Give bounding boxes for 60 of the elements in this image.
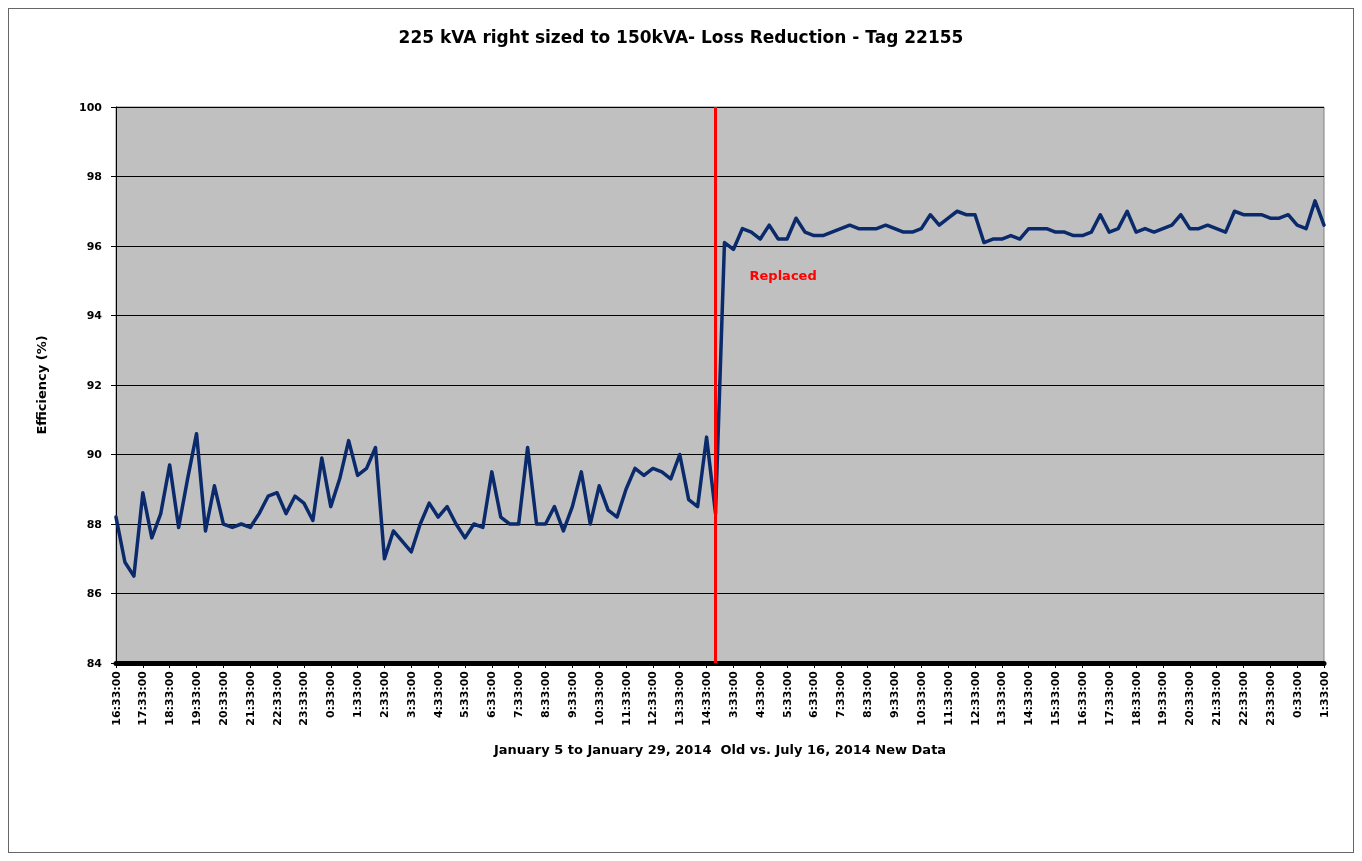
x-tick-label: 23:33:00 — [297, 670, 311, 726]
x-tick-label: 18:33:00 — [1129, 670, 1143, 726]
y-tick-label: 100 — [79, 100, 103, 114]
x-tick-label: 8:33:00 — [539, 670, 553, 719]
x-tick-label: 7:33:00 — [834, 670, 848, 719]
x-tick-label: 12:33:00 — [646, 670, 660, 726]
x-tick-label: 11:33:00 — [619, 670, 633, 726]
x-tick-label: 21:33:00 — [1210, 670, 1224, 726]
line-series — [114, 199, 1326, 578]
x-tick-label: 15:33:00 — [1049, 670, 1063, 726]
x-tick-label: 1:33:00 — [1317, 670, 1331, 719]
x-tick-label: 12:33:00 — [968, 670, 982, 726]
annotation: Replaced — [749, 268, 817, 283]
x-tick-label: 23:33:00 — [1263, 670, 1277, 726]
x-tick-label: 2:33:00 — [377, 670, 391, 719]
x-tick-label: 14:33:00 — [1022, 670, 1036, 726]
x-tick-label: 20:33:00 — [1183, 670, 1197, 726]
x-tick-label: 10:33:00 — [592, 670, 606, 726]
x-tick-label: 11:33:00 — [941, 670, 955, 726]
x-tick-label: 14:33:00 — [700, 670, 714, 726]
x-tick-label: 16:33:00 — [109, 670, 123, 726]
x-tick-label: 9:33:00 — [565, 670, 579, 719]
x-tick-label: 3:33:00 — [404, 670, 418, 719]
x-tick-label: 5:33:00 — [458, 670, 472, 719]
x-tick-label: 0:33:00 — [1290, 670, 1304, 719]
chart-title: 225 kVA right sized to 150kVA- Loss Reduction - Tag 22155 — [398, 26, 964, 47]
x-tick-label: 10:33:00 — [914, 670, 928, 726]
y-tick-label: 88 — [86, 517, 102, 531]
y-tick-label: 84 — [86, 656, 103, 670]
y-tick-label: 94 — [86, 309, 103, 322]
x-tick-label: 3:33:00 — [726, 670, 740, 719]
x-tick-label: 5:33:00 — [780, 670, 794, 719]
x-tick-label: 21:33:00 — [243, 670, 257, 726]
x-tick-label: 1:33:00 — [351, 670, 365, 719]
x-tick-label: 19:33:00 — [1156, 670, 1170, 726]
x-tick-label: 18:33:00 — [163, 670, 177, 726]
x-tick-label: 9:33:00 — [887, 670, 901, 719]
x-axis-title: January 5 to January 29, 2014 Old vs. July 16, 2014 New Data — [492, 742, 947, 757]
y-tick-label: 90 — [86, 448, 103, 461]
x-tick-label: 6:33:00 — [485, 670, 499, 719]
x-tick-label: 13:33:00 — [995, 670, 1009, 726]
x-tick-label: 0:33:00 — [324, 670, 338, 719]
x-tick-label: 4:33:00 — [431, 670, 445, 719]
y-tick-label: 96 — [86, 239, 103, 253]
x-tick-label: 20:33:00 — [216, 670, 230, 726]
y-axis-title: Efficiency (%) — [34, 335, 49, 435]
x-tick-label: 4:33:00 — [753, 670, 767, 719]
y-tick-label: 92 — [86, 378, 102, 392]
x-tick-label: 16:33:00 — [1075, 670, 1089, 726]
x-tick-label: 7:33:00 — [512, 670, 526, 719]
x-tick-label: 8:33:00 — [861, 670, 875, 719]
x-tick-label: 17:33:00 — [1102, 670, 1116, 726]
x-tick-label: 17:33:00 — [136, 670, 150, 726]
x-tick-label: 22:33:00 — [1236, 670, 1250, 726]
x-tick-label: 13:33:00 — [673, 670, 687, 726]
x-tick-label: 22:33:00 — [270, 670, 284, 726]
x-tick-label: 19:33:00 — [190, 670, 204, 726]
x-tick-label: 6:33:00 — [807, 670, 821, 719]
y-tick-label: 86 — [86, 587, 103, 600]
y-tick-label: 98 — [86, 170, 102, 183]
